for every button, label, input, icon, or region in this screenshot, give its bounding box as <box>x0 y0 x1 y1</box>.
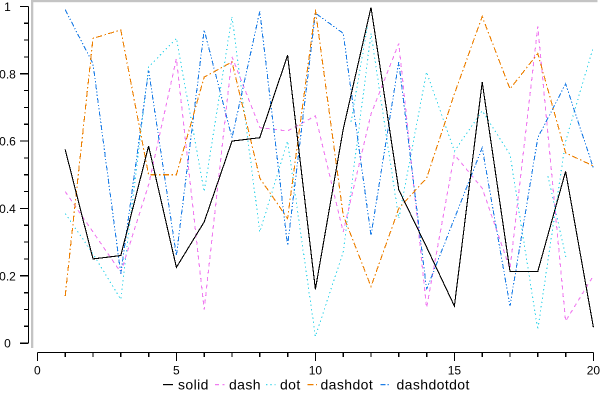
svg-text:dashdotdot: dashdotdot <box>397 376 470 392</box>
svg-text:0.2: 0.2 <box>0 269 16 283</box>
svg-text:solid: solid <box>178 376 209 392</box>
svg-text:dashdot: dashdot <box>321 376 374 392</box>
svg-text:dash: dash <box>229 376 261 392</box>
svg-text:0.6: 0.6 <box>0 135 16 149</box>
svg-text:dot: dot <box>280 376 301 392</box>
svg-text:5: 5 <box>173 364 180 378</box>
svg-text:20: 20 <box>587 364 600 378</box>
svg-text:10: 10 <box>309 364 323 378</box>
svg-text:1: 1 <box>4 0 11 14</box>
svg-text:0.4: 0.4 <box>0 202 16 216</box>
svg-text:15: 15 <box>448 364 462 378</box>
svg-text:0.8: 0.8 <box>0 67 16 81</box>
svg-text:0: 0 <box>34 364 41 378</box>
svg-text:0: 0 <box>4 337 11 351</box>
